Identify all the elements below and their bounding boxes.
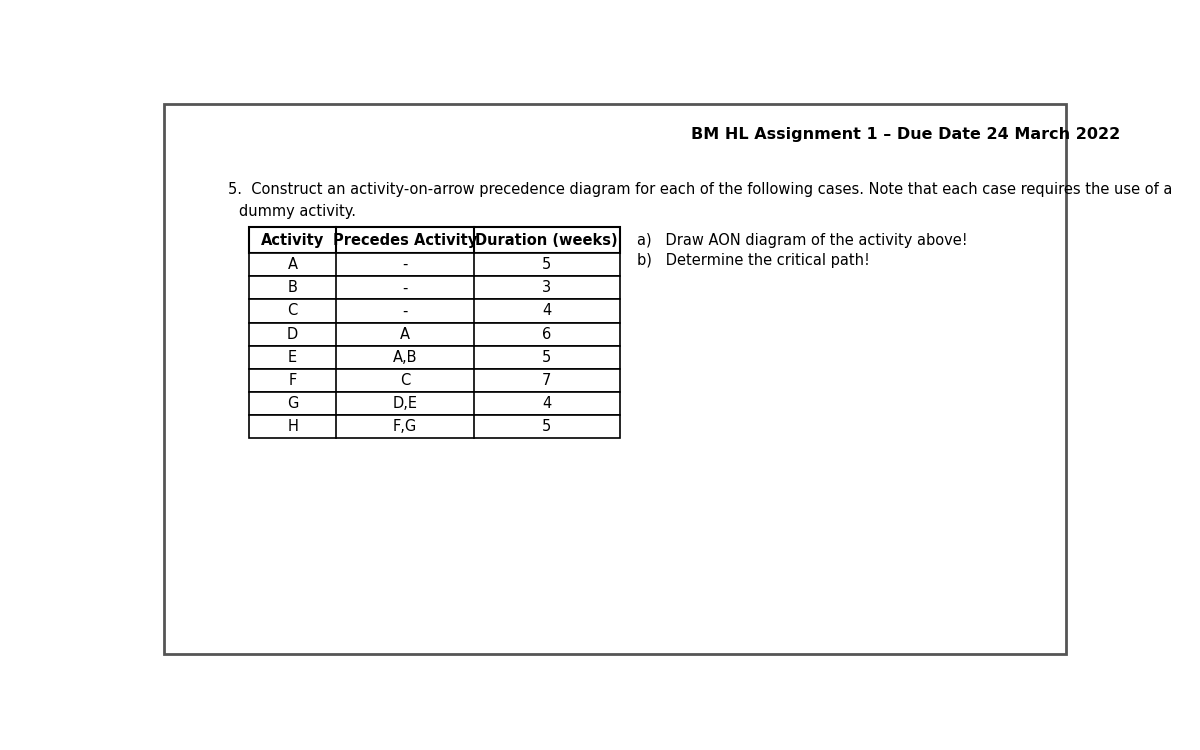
Text: Precedes Activity: Precedes Activity (332, 232, 478, 248)
Text: dummy activity.: dummy activity. (239, 204, 356, 219)
Text: F,G: F,G (392, 419, 418, 434)
Bar (250, 369, 619, 392)
Text: F: F (288, 373, 296, 388)
Text: G: G (287, 396, 299, 411)
Text: 5.  Construct an activity-on-arrow precedence diagram for each of the following : 5. Construct an activity-on-arrow preced… (228, 182, 1172, 197)
Bar (250, 276, 619, 299)
Text: -: - (402, 257, 408, 272)
Bar (250, 346, 619, 369)
Bar (250, 415, 619, 438)
Text: 5: 5 (542, 350, 552, 364)
Bar (250, 254, 619, 276)
Text: 7: 7 (542, 373, 552, 388)
Text: Activity: Activity (260, 232, 324, 248)
Text: B: B (288, 280, 298, 296)
Text: E: E (288, 350, 298, 364)
Text: -: - (402, 304, 408, 319)
Bar (250, 322, 619, 346)
Text: a)   Draw AON diagram of the activity above!: a) Draw AON diagram of the activity abov… (637, 232, 967, 248)
Text: 6: 6 (542, 326, 552, 341)
Text: D,E: D,E (392, 396, 418, 411)
Text: Duration (weeks): Duration (weeks) (475, 232, 618, 248)
Text: -: - (402, 280, 408, 296)
Text: 5: 5 (542, 419, 552, 434)
Text: A,B: A,B (392, 350, 418, 364)
Text: A: A (400, 326, 410, 341)
Text: 4: 4 (542, 304, 552, 319)
Bar (250, 227, 619, 254)
Text: C: C (288, 304, 298, 319)
Text: 5: 5 (542, 257, 552, 272)
Text: A: A (288, 257, 298, 272)
Text: 4: 4 (542, 396, 552, 411)
Text: b)   Determine the critical path!: b) Determine the critical path! (637, 253, 870, 268)
Text: C: C (400, 373, 410, 388)
Text: D: D (287, 326, 299, 341)
Text: 3: 3 (542, 280, 551, 296)
Text: H: H (287, 419, 298, 434)
Bar (250, 299, 619, 322)
Text: BM HL Assignment 1 – Due Date 24 March 2022: BM HL Assignment 1 – Due Date 24 March 2… (691, 128, 1121, 142)
Bar (250, 392, 619, 415)
